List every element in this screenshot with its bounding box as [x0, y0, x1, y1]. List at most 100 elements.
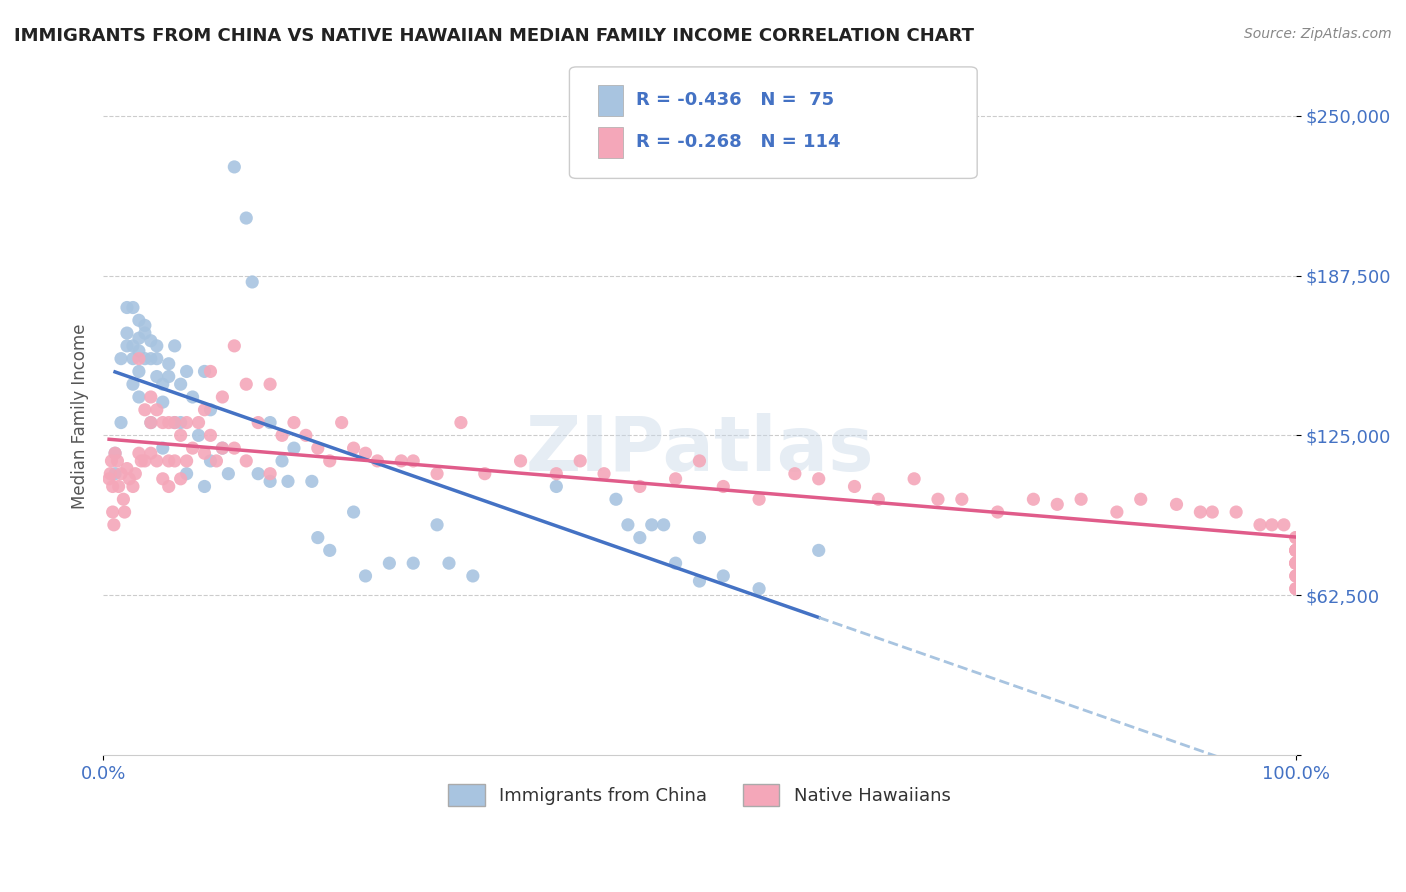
Point — [342, 505, 364, 519]
Point — [1285, 543, 1308, 558]
Point — [301, 475, 323, 489]
Point — [628, 479, 651, 493]
Point — [389, 454, 412, 468]
Point — [128, 313, 150, 327]
Point — [1285, 543, 1308, 558]
Point — [128, 446, 150, 460]
Point — [259, 377, 281, 392]
Point — [176, 454, 198, 468]
Point — [283, 416, 305, 430]
Point — [181, 390, 204, 404]
Point — [927, 492, 949, 507]
Point — [139, 334, 162, 348]
Point — [146, 454, 169, 468]
Point — [1285, 569, 1308, 583]
Point — [193, 402, 215, 417]
Point — [617, 517, 640, 532]
Point — [169, 428, 191, 442]
Point — [104, 467, 127, 481]
Point — [628, 531, 651, 545]
Point — [163, 454, 186, 468]
Point — [665, 472, 688, 486]
Point — [134, 402, 156, 417]
Point — [146, 369, 169, 384]
Legend: Immigrants from China, Native Hawaiians: Immigrants from China, Native Hawaiians — [441, 777, 957, 814]
Point — [259, 416, 281, 430]
Point — [259, 467, 281, 481]
Point — [569, 454, 592, 468]
Point — [128, 364, 150, 378]
Point — [366, 454, 388, 468]
Point — [807, 543, 830, 558]
Point — [474, 467, 496, 481]
Point — [139, 446, 162, 460]
Point — [128, 331, 150, 345]
Point — [1285, 556, 1308, 570]
Point — [1285, 569, 1308, 583]
Point — [224, 441, 246, 455]
Point — [342, 441, 364, 455]
Point — [115, 339, 138, 353]
Point — [844, 479, 866, 493]
Point — [1189, 505, 1212, 519]
Point — [950, 492, 973, 507]
Point — [157, 454, 180, 468]
Point — [652, 517, 675, 532]
Point — [546, 479, 568, 493]
Point — [605, 492, 627, 507]
Point — [271, 428, 294, 442]
Point — [146, 402, 169, 417]
Point — [163, 416, 186, 430]
Point — [1272, 517, 1295, 532]
Point — [1105, 505, 1128, 519]
Point — [187, 416, 209, 430]
Point — [402, 556, 425, 570]
Point — [688, 574, 710, 588]
Text: Source: ZipAtlas.com: Source: ZipAtlas.com — [1244, 27, 1392, 41]
Point — [100, 454, 122, 468]
Point — [1285, 556, 1308, 570]
Point — [1285, 531, 1308, 545]
Point — [1166, 497, 1188, 511]
Point — [1225, 505, 1247, 519]
Point — [157, 479, 180, 493]
Point — [104, 446, 127, 460]
Point — [1285, 582, 1308, 596]
Point — [187, 428, 209, 442]
Y-axis label: Median Family Income: Median Family Income — [72, 324, 89, 509]
Point — [402, 454, 425, 468]
Point — [122, 351, 145, 366]
Point — [129, 454, 152, 468]
Point — [176, 467, 198, 481]
Point — [295, 428, 318, 442]
Point — [176, 364, 198, 378]
Point — [217, 467, 239, 481]
Point — [235, 454, 257, 468]
Point — [903, 472, 925, 486]
Point — [711, 569, 734, 583]
Point — [114, 505, 136, 519]
Point — [426, 467, 449, 481]
Point — [437, 556, 460, 570]
Point — [546, 467, 568, 481]
Point — [110, 351, 132, 366]
Point — [354, 569, 377, 583]
Point — [134, 454, 156, 468]
Point — [139, 416, 162, 430]
Point — [319, 543, 342, 558]
Point — [461, 569, 484, 583]
Point — [128, 351, 150, 366]
Text: ZIPatlas: ZIPatlas — [524, 413, 873, 487]
Point — [1046, 497, 1069, 511]
Point — [307, 441, 329, 455]
Point — [1249, 517, 1271, 532]
Point — [107, 479, 129, 493]
Point — [1261, 517, 1284, 532]
Point — [110, 467, 132, 481]
Point — [115, 301, 138, 315]
Point — [354, 446, 377, 460]
Point — [247, 467, 270, 481]
Point — [271, 454, 294, 468]
Point — [169, 472, 191, 486]
Point — [110, 416, 132, 430]
